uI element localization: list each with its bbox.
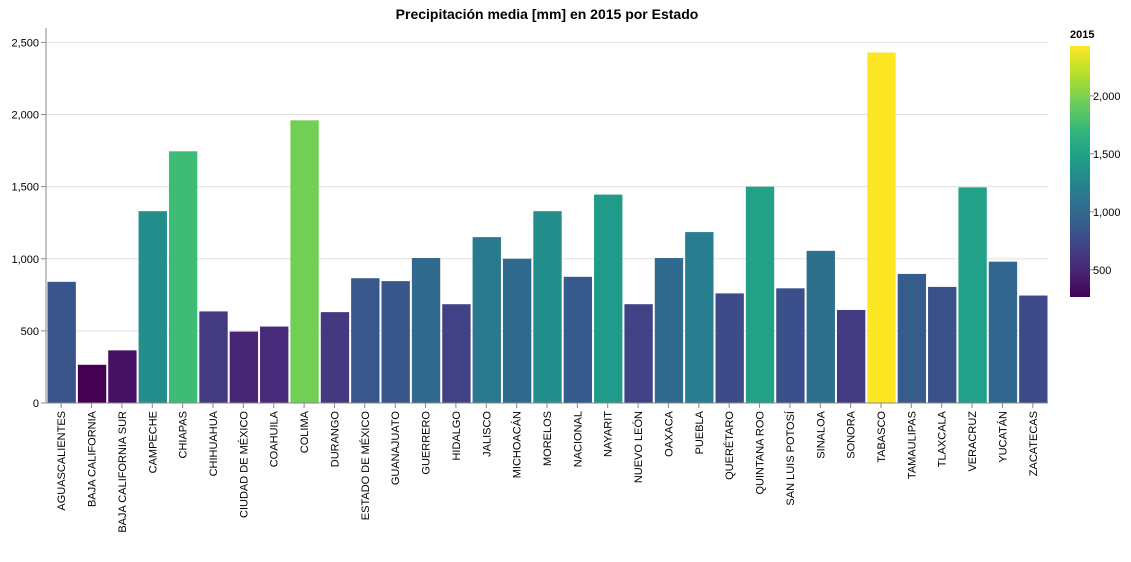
x-tick-label: SINALOA <box>815 410 827 458</box>
x-tick-label: AGUASCALIENTES <box>56 411 68 511</box>
y-tick-label: 2,000 <box>11 110 39 122</box>
bar[interactable] <box>836 309 866 403</box>
legend-tick-label: 1,500 <box>1093 149 1121 161</box>
color-legend: 2015 500 1,000 1,500 2,000 <box>1070 29 1121 297</box>
bar[interactable] <box>290 120 319 404</box>
chart-title: Precipitación media [mm] en 2015 por Est… <box>396 6 699 22</box>
bar[interactable] <box>351 278 380 403</box>
bar[interactable] <box>229 331 259 403</box>
y-tick-label: 2,500 <box>11 37 39 49</box>
x-tick-label: BAJA CALIFORNIA SUR <box>117 411 129 533</box>
bar[interactable] <box>1019 295 1048 403</box>
x-tick-label: GUANAJUATO <box>390 411 402 486</box>
bar[interactable] <box>138 211 167 403</box>
x-tick-label: BAJA CALIFORNIA <box>87 410 99 507</box>
bars <box>47 52 1048 404</box>
legend-title: 2015 <box>1070 29 1094 41</box>
x-tick-label: NUEVO LEÓN <box>632 411 645 483</box>
y-tick-label: 1,500 <box>11 182 39 194</box>
legend-tick-label: 2,000 <box>1093 91 1121 103</box>
x-tick-label: TLAXCALA <box>937 410 949 467</box>
x-tick-label: CHIHUAHUA <box>208 410 220 476</box>
bar[interactable] <box>442 304 471 403</box>
x-axis: AGUASCALIENTES BAJA CALIFORNIA BAJA CALIFO… <box>46 402 1048 533</box>
x-tick-label: NAYARIT <box>603 411 615 457</box>
bar[interactable] <box>867 52 896 404</box>
bar[interactable] <box>472 237 501 403</box>
x-tick-label: HIDALGO <box>451 411 463 461</box>
x-tick-label: CHIAPAS <box>178 411 190 458</box>
x-tick-label: TAMAULIPAS <box>906 411 918 479</box>
bar[interactable] <box>320 312 350 403</box>
bar[interactable] <box>624 304 653 403</box>
legend-tick-label: 500 <box>1093 265 1111 277</box>
bar[interactable] <box>745 186 775 403</box>
x-tick-label: OAXACA <box>663 410 675 457</box>
x-tick-label: DURANGO <box>329 411 341 468</box>
bar[interactable] <box>806 250 835 403</box>
bar[interactable] <box>77 364 107 403</box>
x-tick-label: COAHUILA <box>269 410 281 467</box>
x-tick-label: MORELOS <box>542 411 554 466</box>
bar[interactable] <box>533 211 562 403</box>
x-tick-label: TABASCO <box>876 411 888 463</box>
x-tick-label: NACIONAL <box>572 411 584 467</box>
x-tick-label: JALISCO <box>481 411 493 457</box>
x-tick-label: ZACATECAS <box>1028 411 1040 476</box>
x-tick-label: COLIMA <box>299 410 311 453</box>
bar[interactable] <box>47 281 76 403</box>
bar[interactable] <box>411 258 441 403</box>
x-tick-label: MICHOACÁN <box>511 411 524 478</box>
legend-tick-label: 1,000 <box>1093 207 1121 219</box>
y-tick-label: 500 <box>21 326 39 338</box>
bar[interactable] <box>260 326 289 403</box>
x-tick-label: CAMPECHE <box>147 411 159 473</box>
bar[interactable] <box>108 350 137 403</box>
bar[interactable] <box>654 258 684 403</box>
y-tick-label: 1,000 <box>11 254 39 266</box>
bar[interactable] <box>563 276 593 403</box>
x-tick-label: QUERÉTARO <box>723 411 736 480</box>
x-tick-label: ESTADO DE MÉXICO <box>359 411 372 521</box>
bar[interactable] <box>502 258 532 403</box>
bar[interactable] <box>897 273 927 403</box>
bar[interactable] <box>776 288 805 403</box>
bar[interactable] <box>168 151 198 403</box>
x-tick-label: YUCATÁN <box>996 411 1009 463</box>
bar[interactable] <box>594 194 623 403</box>
bar[interactable] <box>958 187 987 403</box>
x-tick-label: PUEBLA <box>694 410 706 454</box>
bar[interactable] <box>381 281 410 403</box>
x-tick-label: QUINTANA ROO <box>755 411 767 495</box>
bar[interactable] <box>715 293 744 403</box>
x-tick-label: SONORA <box>846 410 858 458</box>
x-tick-label: SAN LUIS POTOSÍ <box>784 410 797 505</box>
y-tick-label: 0 <box>33 398 39 410</box>
y-axis: 0 500 1,000 1,500 2,000 2,500 <box>11 28 47 410</box>
x-tick-label: CIUDAD DE MÉXICO <box>237 411 250 518</box>
bar[interactable] <box>685 232 714 403</box>
x-tick-label: VERACRUZ <box>967 411 979 472</box>
bar[interactable] <box>928 286 957 403</box>
bar[interactable] <box>988 261 1018 403</box>
bar[interactable] <box>199 311 228 403</box>
x-tick-label: GUERRERO <box>421 411 433 475</box>
legend-color-bar <box>1070 46 1090 297</box>
